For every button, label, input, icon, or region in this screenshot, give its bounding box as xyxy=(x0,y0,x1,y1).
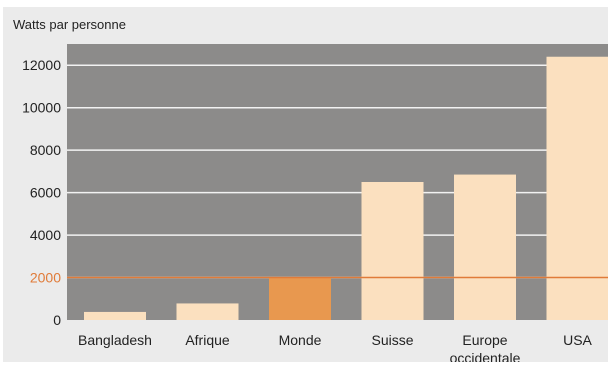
y-tick-label: 4000 xyxy=(30,227,61,243)
y-tick-label: 12000 xyxy=(22,57,61,73)
bar xyxy=(269,277,331,320)
x-axis-labels: Bangladesh Afrique Monde Suisse Europe occide… xyxy=(78,332,593,362)
bar xyxy=(176,303,239,320)
x-tick-label: Europe occidentale xyxy=(450,332,521,362)
y-tick-label: 0 xyxy=(53,312,61,328)
x-tick-label: Afrique xyxy=(185,332,230,348)
x-tick-label: Bangladesh xyxy=(78,332,152,348)
y-axis-unit-label: Watts par personne xyxy=(13,17,126,32)
y-axis-ticks: 0 2000 4000 6000 8000 10000 12000 xyxy=(22,57,61,328)
y-tick-label: 8000 xyxy=(30,142,61,158)
bar xyxy=(84,311,146,320)
bar xyxy=(546,56,608,320)
chart-figure: Watts par personne 0 2000 4000 6000 8000 1000… xyxy=(3,7,608,362)
y-tick-label: 6000 xyxy=(30,185,61,201)
y-tick-label: 2000 xyxy=(30,270,61,286)
x-tick-label: Suisse xyxy=(371,332,413,348)
x-tick-label: Monde xyxy=(279,332,322,348)
bar-chart: Watts par personne 0 2000 4000 6000 8000 1000… xyxy=(13,17,608,362)
plot-area xyxy=(67,44,608,320)
x-tick-label: USA xyxy=(563,332,592,348)
bar xyxy=(361,182,424,320)
y-tick-label: 10000 xyxy=(22,100,61,116)
bars xyxy=(84,56,608,320)
bar xyxy=(454,174,516,320)
